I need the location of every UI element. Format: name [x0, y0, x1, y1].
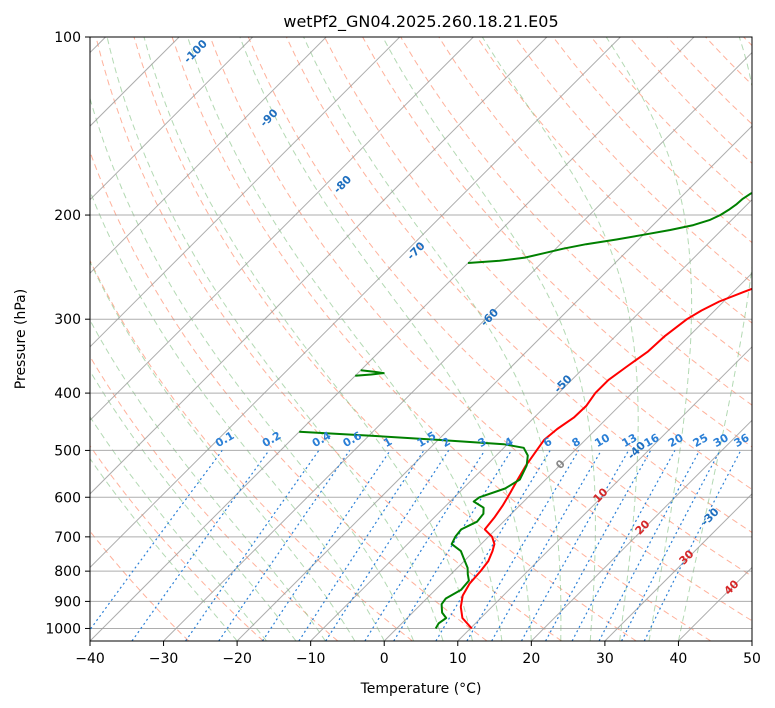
mixing-ratio-line — [131, 450, 270, 641]
mixing-ratio-line — [325, 450, 450, 641]
x-axis-label: Temperature (°C) — [360, 681, 482, 697]
x-tick-label: −30 — [149, 651, 179, 667]
moist-adiabat — [90, 457, 238, 641]
grid-layer — [90, 37, 752, 641]
isotherm-line — [90, 37, 695, 641]
mixing-ratio-line — [571, 450, 676, 641]
axis-ticks: −40 −30 −20 −10 0 10 20 30 40 50 1000 900 800 700 600 5… — [45, 30, 761, 667]
isotherm-line — [90, 37, 327, 274]
mixing-ratio-line — [364, 450, 486, 641]
mixing-ratio-line — [435, 450, 551, 641]
dewpoint-profile-segment — [467, 192, 752, 264]
y-tick-label: 200 — [54, 208, 81, 224]
mixing-ratio-line — [90, 450, 223, 631]
isotherm-line — [90, 37, 401, 348]
moist-adiabat — [90, 189, 385, 641]
mixing-ratio-line — [621, 450, 721, 641]
isotherm-line — [90, 37, 621, 569]
x-tick-label: 20 — [522, 651, 540, 667]
mixing-ratio-line — [393, 450, 512, 641]
x-tick-label: 0 — [380, 651, 389, 667]
dewpoint-profile-segment — [355, 369, 385, 377]
mixing-ratio-line — [545, 450, 652, 641]
plot-frame — [89, 36, 753, 642]
dry-adiabat — [90, 444, 264, 641]
dry-adiabat — [285, 37, 752, 534]
y-tick-label: 400 — [54, 386, 81, 402]
x-tick-label: −20 — [222, 651, 252, 667]
y-tick-label: 900 — [54, 594, 81, 610]
x-tick-label: 30 — [596, 651, 614, 667]
isotherm-label: -20 — [772, 572, 775, 595]
y-tick-label: 300 — [54, 312, 81, 328]
isotherm-line — [90, 37, 254, 201]
moist-adiabat — [605, 37, 693, 641]
dry-adiabat — [95, 37, 562, 641]
data-layer — [299, 192, 752, 630]
moist-adiabat — [382, 37, 596, 641]
mixing-ratio-line — [598, 450, 701, 641]
moist-adiabat — [90, 415, 267, 641]
moist-adiabat — [90, 370, 297, 641]
dry-adiabat — [90, 259, 413, 641]
isotherm-line — [163, 51, 752, 641]
x-tick-label: 50 — [743, 651, 761, 667]
moist-adiabat — [187, 37, 503, 641]
isotherm-line — [90, 37, 548, 495]
dry-adiabat — [514, 37, 752, 284]
y-tick-label: 1000 — [45, 621, 81, 637]
moist-adiabat — [90, 260, 356, 641]
x-tick-label: 10 — [449, 651, 467, 667]
moist-adiabat — [481, 37, 639, 641]
mixing-ratio-line — [643, 450, 742, 641]
isotherm-line — [457, 346, 752, 641]
x-tick-label: −40 — [75, 651, 105, 667]
dry-adiabat — [171, 37, 712, 641]
y-tick-label: 100 — [54, 30, 81, 46]
moist-adiabat — [239, 37, 532, 641]
chart-title: wetPf2_GN04.2025.260.18.21.E05 — [283, 12, 558, 32]
moist-adiabat — [303, 37, 562, 641]
isotherm-line — [236, 125, 752, 641]
isotherm-line — [604, 493, 752, 641]
temperature-profile-line — [459, 287, 752, 630]
isotherm-line — [310, 198, 752, 641]
isotherm-line — [383, 272, 752, 641]
moist-adiabat — [106, 37, 444, 641]
moist-adiabat — [90, 319, 326, 641]
y-axis-label: Pressure (hPa) — [13, 289, 29, 389]
mixing-ratio-line — [298, 450, 425, 641]
mixing-ratio-line — [466, 450, 580, 641]
y-tick-label: 800 — [54, 564, 81, 580]
mixing-ratio-line — [491, 450, 602, 641]
dry-adiabat — [209, 37, 752, 622]
moist-adiabat — [677, 37, 752, 641]
y-tick-label: 600 — [54, 490, 81, 506]
dry-adiabat — [324, 37, 752, 490]
x-tick-label: −10 — [296, 651, 326, 667]
isotherm-line — [90, 37, 474, 422]
x-tick-label: 40 — [670, 651, 688, 667]
dewpoint-profile-line — [299, 430, 529, 629]
mixing-ratio-line — [520, 450, 630, 641]
y-tick-label: 700 — [54, 530, 81, 546]
dry-adiabat — [247, 37, 752, 577]
dry-adiabat — [133, 37, 637, 641]
isotherm-line — [530, 419, 752, 641]
y-tick-label: 500 — [54, 443, 81, 459]
